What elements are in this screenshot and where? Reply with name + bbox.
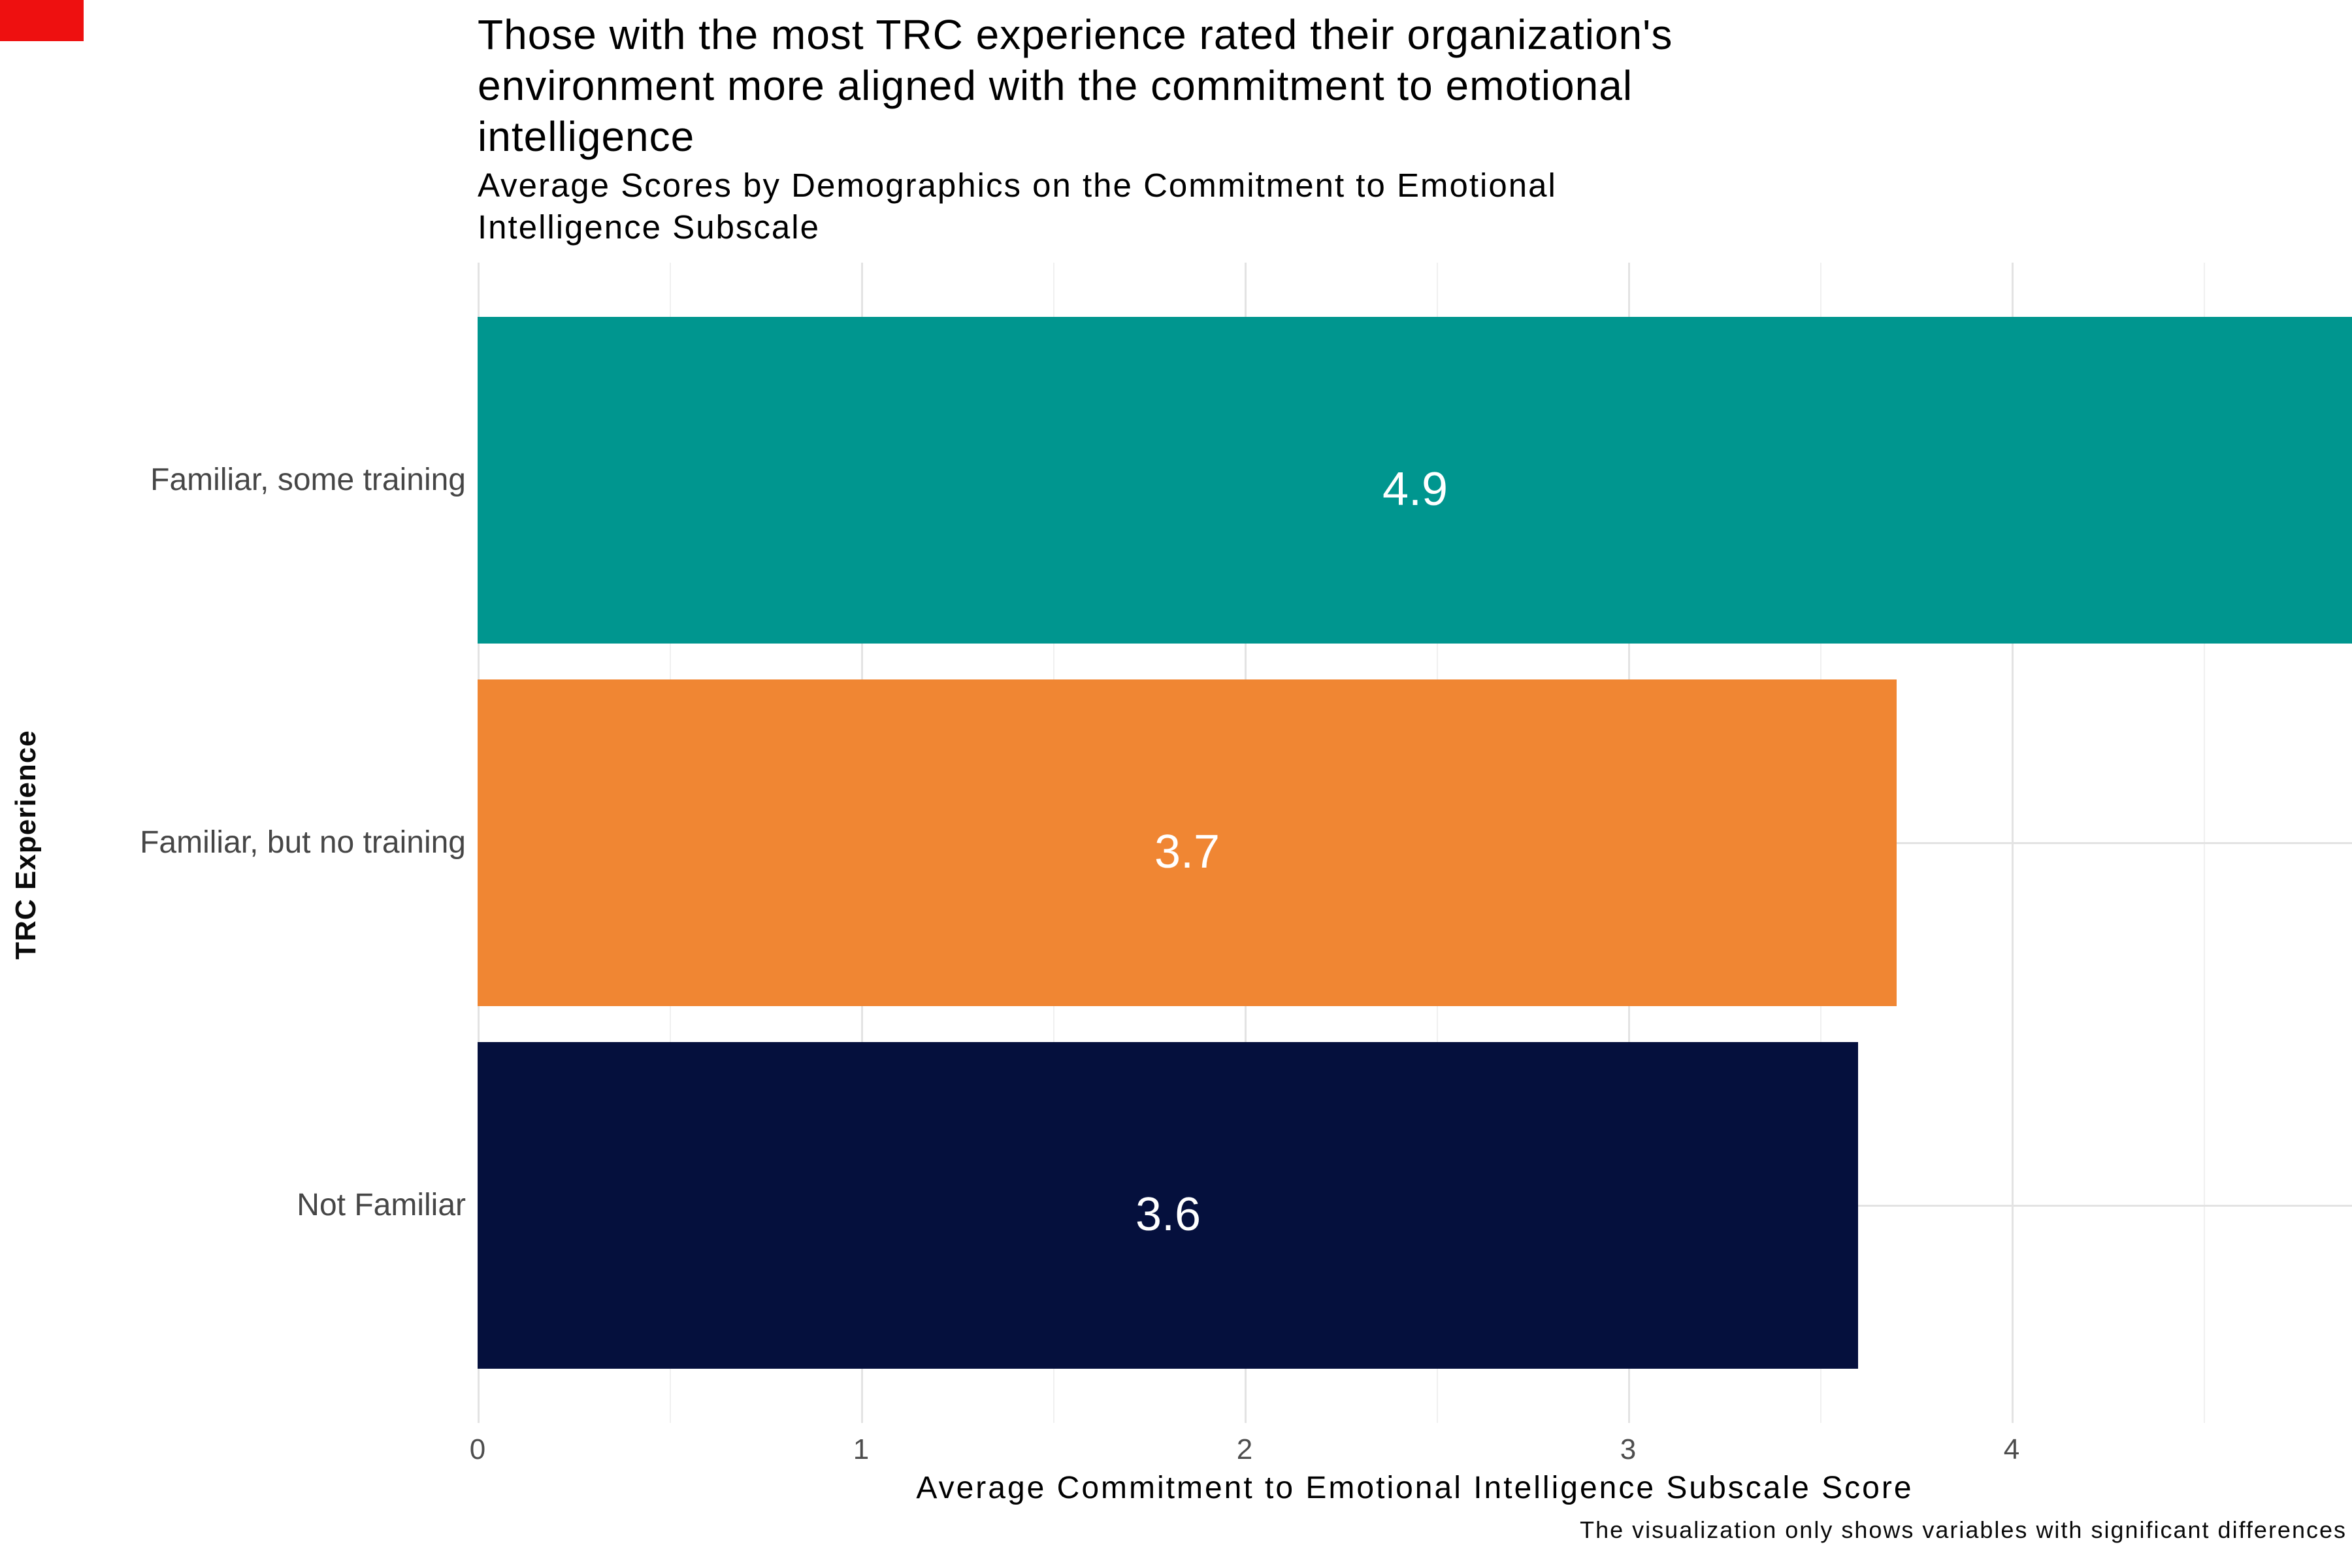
chart-title-line1: Those with the most TRC experience rated… [478,11,1673,58]
x-tick-label-3: 3 [1620,1433,1637,1465]
chart-subtitle-line1: Average Scores by Demographics on the Co… [478,167,1557,204]
chart-title: Those with the most TRC experience rated… [478,9,1673,162]
bar-2 [478,1042,1858,1369]
chart-subtitle: Average Scores by Demographics on the Co… [478,165,1557,248]
x-axis-title: Average Commitment to Emotional Intellig… [916,1471,1914,1505]
category-label-1: Familiar, but no training [140,825,466,860]
x-tick-label-1: 1 [853,1433,870,1465]
chart-subtitle-line2: Intelligence Subscale [478,208,820,246]
chart-caption: The visualization only shows variables w… [1580,1516,2347,1543]
x-tick-label-0: 0 [469,1433,486,1465]
chart-title-line3: intelligence [478,113,695,160]
y-axis-title: TRC Experience [10,730,42,960]
category-label-2: Not Familiar [297,1188,466,1222]
bar-1 [478,679,1897,1006]
bar-value-label: 4.9 [1382,463,1448,515]
bar-0 [478,317,2352,644]
bar-value-label: 3.7 [1154,826,1220,878]
category-label-0: Familiar, some training [150,463,466,497]
record-indicator-marker [0,0,84,41]
x-tick-label-4: 4 [2003,1433,2020,1465]
plot-panel: 4.9 3.7 3.6 [478,263,2352,1423]
bar-value-label: 3.6 [1135,1188,1201,1241]
chart-title-line2: environment more aligned with the commit… [478,62,1633,109]
x-tick-label-2: 2 [1236,1433,1253,1465]
